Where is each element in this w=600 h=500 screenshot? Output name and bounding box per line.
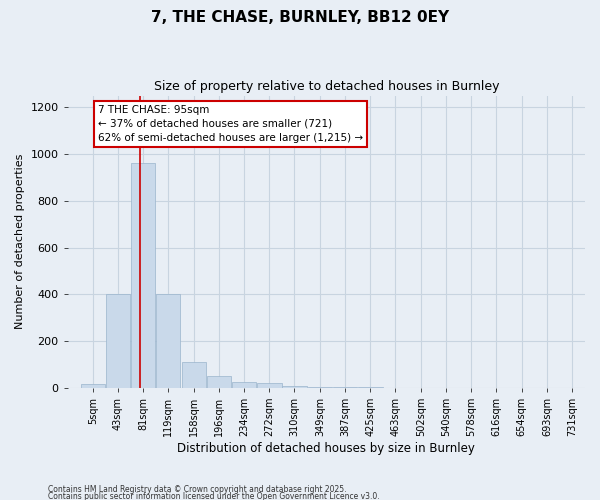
Bar xyxy=(232,382,256,388)
Bar xyxy=(206,376,231,388)
Bar xyxy=(358,386,383,388)
Bar xyxy=(282,386,307,388)
Bar xyxy=(131,164,155,388)
Bar xyxy=(257,383,281,388)
Text: Contains public sector information licensed under the Open Government Licence v3: Contains public sector information licen… xyxy=(48,492,380,500)
Bar xyxy=(156,294,181,388)
Bar xyxy=(80,384,105,388)
Title: Size of property relative to detached houses in Burnley: Size of property relative to detached ho… xyxy=(154,80,499,93)
Text: Contains HM Land Registry data © Crown copyright and database right 2025.: Contains HM Land Registry data © Crown c… xyxy=(48,486,347,494)
Text: 7, THE CHASE, BURNLEY, BB12 0EY: 7, THE CHASE, BURNLEY, BB12 0EY xyxy=(151,10,449,25)
Bar xyxy=(106,294,130,388)
Bar xyxy=(308,386,332,388)
Text: 7 THE CHASE: 95sqm
← 37% of detached houses are smaller (721)
62% of semi-detach: 7 THE CHASE: 95sqm ← 37% of detached hou… xyxy=(98,105,363,143)
Bar xyxy=(333,386,358,388)
Bar xyxy=(182,362,206,388)
X-axis label: Distribution of detached houses by size in Burnley: Distribution of detached houses by size … xyxy=(178,442,475,455)
Y-axis label: Number of detached properties: Number of detached properties xyxy=(15,154,25,330)
